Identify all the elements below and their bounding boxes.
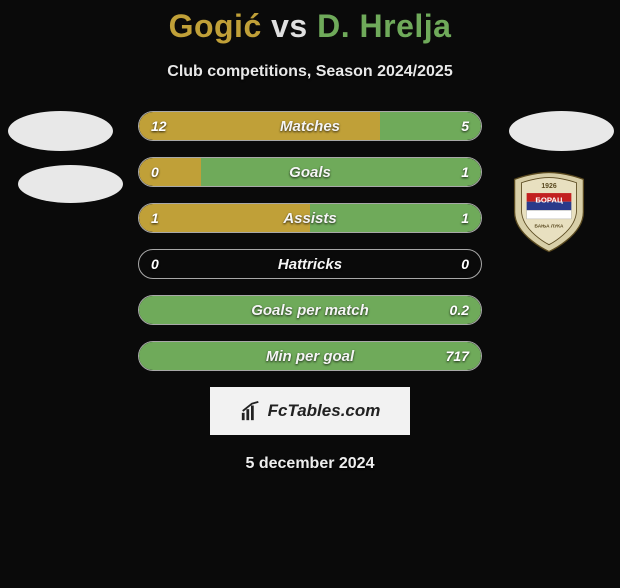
stat-label: Goals [139,158,481,186]
stat-row: 717Min per goal [138,341,482,371]
svg-text:1926: 1926 [541,183,556,190]
comparison-table: 1926 БОРАЦ БАЊА ЛУКА 125Matches 01Goals 11… [0,111,620,371]
stat-label: Min per goal [139,342,481,370]
player1-badge-placeholder-2 [18,165,123,203]
subtitle: Club competitions, Season 2024/2025 [0,63,620,81]
stat-label: Assists [139,204,481,232]
comparison-title: Gogić vs D. Hrelja [0,8,620,45]
stat-label: Goals per match [139,296,481,324]
club-crest-icon: 1926 БОРАЦ БАЊА ЛУКА [506,169,592,255]
stat-label: Hattricks [139,250,481,278]
stat-row: 11Assists [138,203,482,233]
player1-name: Gogić [169,8,262,44]
stat-label: Matches [139,112,481,140]
stat-row: 125Matches [138,111,482,141]
branding-text: FcTables.com [268,401,381,421]
chart-icon [240,400,262,422]
date-label: 5 december 2024 [0,455,620,473]
stat-row: 0.2Goals per match [138,295,482,325]
player2-badge-placeholder [509,111,614,151]
stat-row: 00Hattricks [138,249,482,279]
branding-badge: FcTables.com [210,387,410,435]
vs-separator: vs [271,8,308,44]
player2-name: D. Hrelja [317,8,451,44]
svg-text:БАЊА ЛУКА: БАЊА ЛУКА [535,223,564,229]
player1-badge-placeholder-1 [8,111,113,151]
stat-row: 01Goals [138,157,482,187]
svg-text:БОРАЦ: БОРАЦ [535,196,563,205]
